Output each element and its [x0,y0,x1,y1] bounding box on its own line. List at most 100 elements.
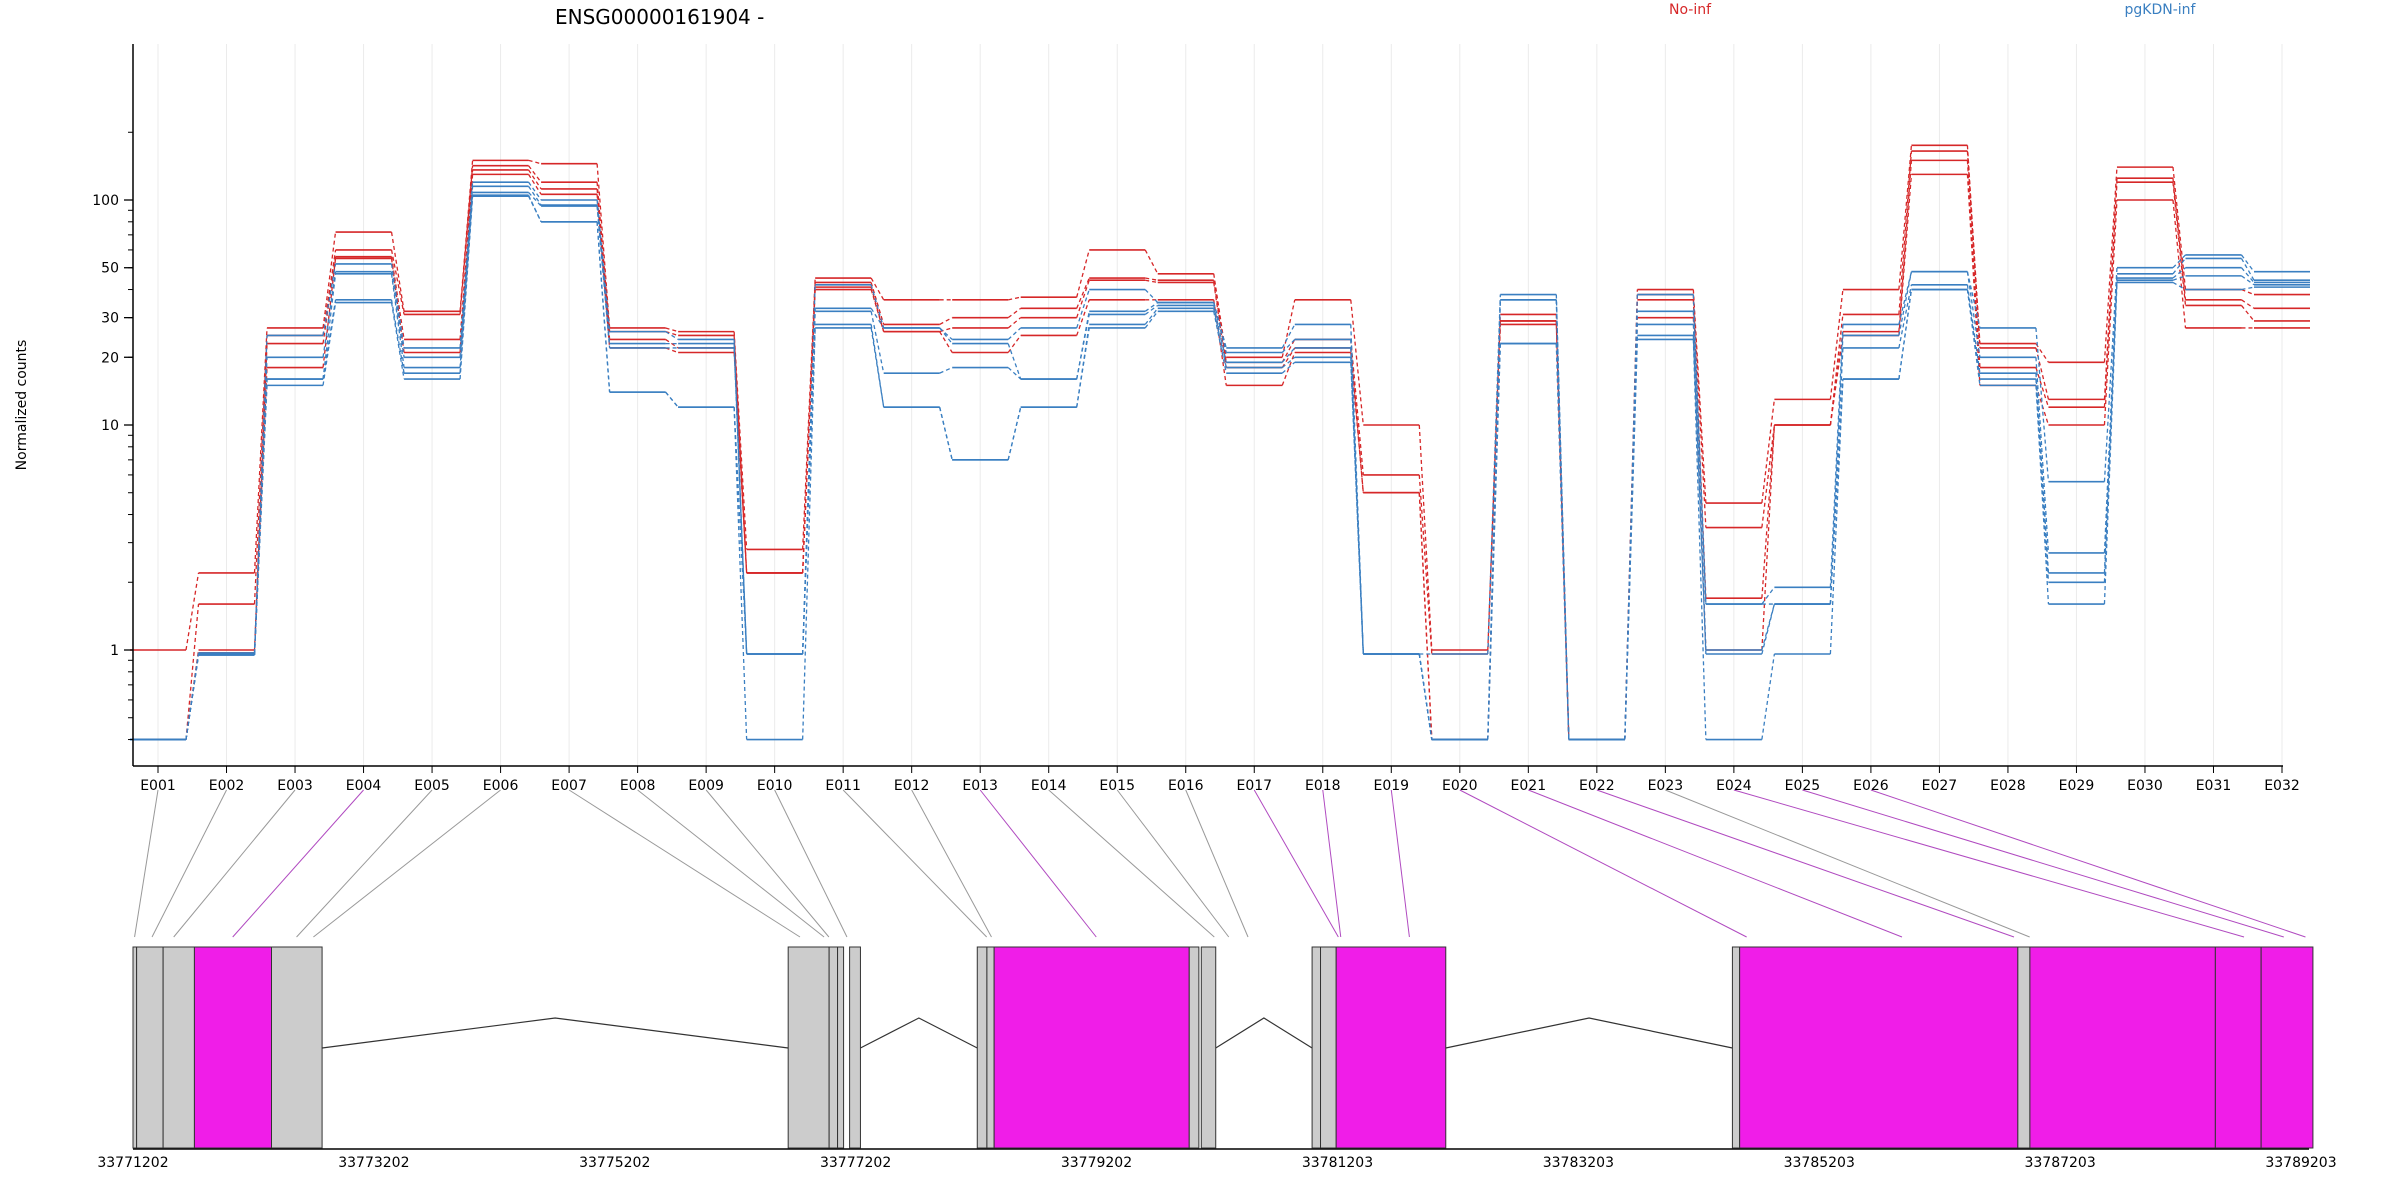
exon-link-e023 [1665,789,2030,938]
series-connector [801,289,816,573]
x-tick-label-e004: E004 [346,778,382,794]
exon-block-spliced [2260,946,2314,1149]
series-connector [2035,357,2050,553]
series-connector [459,186,474,358]
exon-link-e009 [705,789,830,938]
series-connector [390,231,405,312]
series-connector [1966,271,1981,329]
series-connector [1213,308,1227,368]
series-connector [1281,347,1296,363]
series-connector [527,195,542,223]
series-connector [1076,249,1090,298]
series-connector [1829,324,1844,588]
y-axis-label: Normalized counts [14,340,30,471]
genomic-tick-label: 33775202 [579,1155,650,1171]
exon-block-spliced [1335,946,1447,1149]
genomic-tick-label: 33783203 [1543,1155,1614,1171]
series-connector [1761,586,1775,605]
series-connector [1281,347,1296,368]
series-connector [459,165,474,315]
series-connector [801,277,816,550]
x-tick-label-e016: E016 [1168,778,1204,794]
series-connector [1144,310,1159,329]
series-connector [1761,424,1776,599]
series-connector [2241,288,2255,296]
exon-link-e016 [1185,789,1249,938]
series-connector [1966,271,1981,358]
exon-block [2017,946,2031,1149]
series-connector [1898,160,1913,332]
exon-block-spliced [193,946,273,1149]
series-7-pgkdn-inf [130,194,2310,741]
series-connector [1007,367,1022,380]
series-connector [1281,339,1296,363]
exon-block [986,946,995,1149]
x-tick-label-e030: E030 [2127,778,2163,794]
series-connector [2103,280,2118,583]
exon-block [271,946,323,1149]
series-connector [322,273,337,380]
series-connector [1007,335,1022,353]
series-connector [1966,174,1981,386]
series-connector [1076,314,1090,380]
series-connector [1761,424,1776,651]
series-connector [253,385,268,656]
series-connector [1007,343,1022,380]
genomic-tick-label: 33771202 [97,1155,168,1171]
intron [322,1017,789,1049]
exon-block [162,946,195,1149]
series-connector [390,273,405,368]
series-connector [1487,320,1501,740]
series-connector [1007,327,1022,340]
series-connector [390,263,405,349]
series-connector [2035,347,2050,400]
series-connector [939,407,953,461]
series-connector [939,317,953,325]
series-connector [1145,279,1158,284]
exon-link-e026 [1870,789,2306,938]
x-tick-label-e031: E031 [2196,778,2232,794]
series-connector [665,327,679,333]
series-connector [1350,347,1364,493]
exon-link-e013 [979,789,1097,938]
series-connector [1213,311,1227,374]
x-tick-label-e014: E014 [1031,778,1067,794]
x-tick-label-e001: E001 [140,778,176,794]
series-connector [1692,294,1707,605]
series-connector [665,338,679,349]
exon-link-e008 [637,789,825,938]
series-connector [390,299,405,374]
series-connector [1898,174,1913,336]
x-tick-label-e005: E005 [414,778,450,794]
series-connector [1213,302,1227,353]
exon-link-e007 [568,789,801,938]
exon-link-e017 [1253,789,1339,938]
series-connector [459,196,474,380]
series-connector [870,284,885,329]
exon-link-lines [134,789,2306,938]
x-tick-label-e003: E003 [277,778,313,794]
series-connector [1418,653,1433,740]
exon-link-e020 [1459,789,1747,938]
exon-block-spliced [993,946,1190,1149]
y-tick-label: 50 [101,261,119,277]
series-connector [1829,289,1844,400]
x-tick-label-e023: E023 [1648,778,1684,794]
exon-link-e012 [911,789,992,938]
x-tick-label-e007: E007 [551,778,587,794]
axes: 1 10 20 30 50 100 E001 E002 E003 E004 E005 E006 E007… [92,44,2300,794]
plot-grid [157,44,2283,766]
y-tick-label: 1 [110,643,119,659]
x-tick-label-e019: E019 [1374,778,1410,794]
series-connector [390,302,405,380]
series-connector [1555,324,1570,740]
exon-link-e001 [134,789,159,938]
series-connector [322,263,337,336]
x-tick-label-e028: E028 [1990,778,2026,794]
exon-link-e025 [1802,789,2284,938]
series-connector [1076,277,1090,309]
series-connector [1144,289,1159,304]
series-connector [2103,282,2118,605]
series-connector [1898,289,1913,380]
